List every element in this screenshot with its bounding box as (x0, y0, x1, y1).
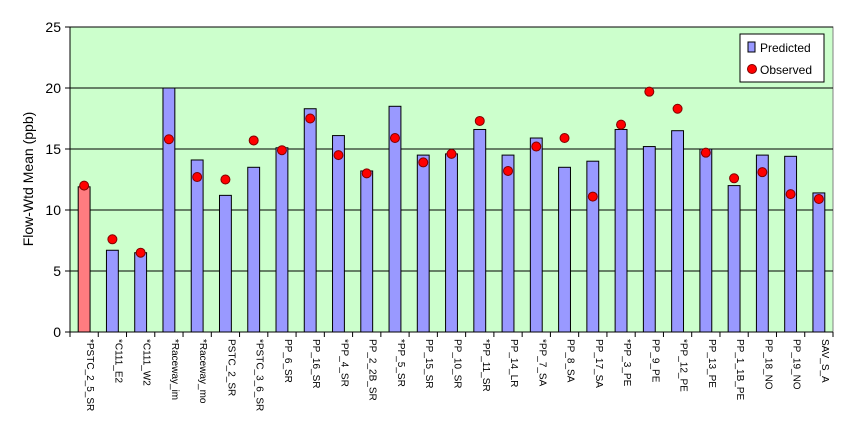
x-tick-label: *C111_E2 (112, 339, 123, 384)
x-tick-label: *PP_3_PE (621, 339, 632, 387)
x-tick-label: *PP_5_SR (395, 339, 406, 387)
bar-predicted (162, 87, 176, 333)
bar-predicted (529, 137, 543, 333)
bar-predicted (303, 108, 317, 333)
point-observed (107, 234, 118, 245)
legend-swatch-observed (747, 64, 757, 74)
legend-label-observed: Observed (760, 63, 812, 77)
x-tick-label: *PP_4_SR (338, 339, 349, 387)
point-observed (418, 157, 429, 168)
x-tick-label: PP_10_SR (452, 339, 463, 388)
point-observed (276, 145, 287, 156)
point-observed (305, 113, 316, 124)
legend-swatch-predicted (747, 41, 756, 53)
point-observed (616, 119, 627, 130)
bar-predicted (77, 186, 91, 333)
bar-predicted (501, 154, 515, 333)
x-tick-label: *PSTC_2_5_SR (84, 339, 95, 411)
point-observed (248, 135, 259, 146)
bar-predicted (614, 128, 628, 333)
x-tick-label: *PSTC_3_6_SR (254, 339, 265, 411)
y-axis-title: Flow-Wtd Mean (ppb) (20, 112, 36, 247)
bar-predicted (812, 192, 826, 333)
point-observed (531, 141, 542, 152)
point-observed (672, 103, 683, 114)
bar-predicted (134, 252, 148, 333)
x-tick-label: PP_13_PE (706, 339, 717, 388)
x-tick-label: *Raceway_im (169, 339, 180, 400)
point-observed (729, 173, 740, 184)
bar-predicted (755, 154, 769, 333)
x-tick-label: *PP_11_SR (480, 339, 491, 392)
y-tick-label: 20 (45, 80, 61, 96)
x-axis: *PSTC_2_5_SR *C111_E2 *C111_W2 *Raceway_im *… (69, 27, 834, 411)
x-tick-label: PP_17_SA (593, 339, 604, 388)
point-observed (813, 194, 824, 205)
x-tick-label: PP_19_NO (791, 339, 802, 390)
bar-predicted (671, 130, 685, 333)
point-observed (333, 150, 344, 161)
point-observed (559, 133, 570, 144)
point-observed (220, 174, 231, 185)
predicted-bars (77, 87, 826, 333)
point-observed (389, 133, 400, 144)
x-tick-label: *PP_7_SA (536, 339, 547, 387)
x-tick-label: PP_6_SR (282, 339, 293, 383)
bar-predicted (642, 146, 656, 333)
x-tick-label: PP_2_2B_SR (367, 339, 378, 401)
y-tick-label: 5 (53, 263, 61, 279)
bar-predicted (727, 185, 741, 333)
x-tick-label: PP_1_1B_PE (734, 339, 745, 400)
bar-predicted (558, 166, 571, 333)
point-observed (700, 147, 711, 158)
point-observed (474, 115, 485, 126)
bar-predicted (473, 128, 487, 333)
point-observed (757, 167, 768, 178)
bar-predicted (416, 154, 430, 333)
point-observed (163, 134, 174, 145)
bar-predicted (332, 135, 345, 333)
x-tick-label: PP_18_NO (762, 339, 773, 390)
x-tick-label: PP_8_SA (565, 339, 576, 383)
bar-predicted (105, 249, 119, 333)
bar-predicted (247, 166, 261, 333)
bar-predicted (190, 159, 204, 333)
x-tick-label: PP_15_SR (423, 339, 434, 388)
point-observed (135, 247, 146, 258)
bar-predicted (360, 170, 374, 333)
legend: Predicted Observed (739, 33, 825, 83)
observed-markers (79, 86, 824, 258)
point-observed (192, 172, 203, 183)
bar-predicted (275, 147, 289, 333)
y-tick-label: 0 (53, 324, 61, 340)
bar-predicted (445, 153, 458, 333)
x-tick-label: *PP_12_PE (678, 339, 689, 392)
point-observed (644, 86, 655, 97)
point-observed (79, 180, 90, 191)
y-tick-label: 15 (45, 141, 61, 157)
point-observed (361, 168, 372, 179)
x-tick-label: PP_14_LR (508, 339, 519, 387)
legend-label-predicted: Predicted (760, 41, 811, 55)
y-tick-label: 10 (45, 202, 61, 218)
x-tick-label: *Raceway_mo (197, 339, 208, 404)
y-tick-label: 25 (45, 19, 61, 35)
x-tick-label: SAV_S_A (819, 339, 830, 383)
x-tick-label: PP_9_PE (649, 339, 660, 383)
bar-predicted (699, 148, 713, 333)
point-observed (785, 189, 796, 200)
bar-predicted (586, 160, 600, 333)
bar-predicted (784, 155, 798, 333)
point-observed (587, 191, 598, 202)
x-tick-label: *C111_W2 (141, 339, 152, 386)
point-observed (446, 148, 457, 159)
y-axis-ticks: 0 5 10 15 20 25 (45, 19, 70, 340)
bar-predicted (218, 194, 232, 333)
x-tick-label: PP_16_SR (310, 339, 321, 388)
x-tick-label: PSTC_2_SR (225, 339, 236, 396)
point-observed (503, 165, 514, 176)
